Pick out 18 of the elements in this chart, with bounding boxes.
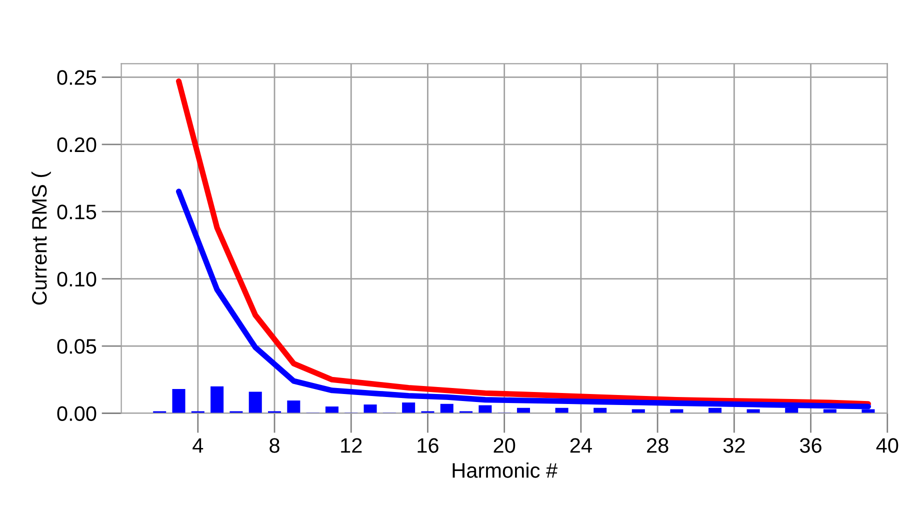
y-tick-label: 0.25 (57, 70, 96, 85)
y-tick-label: 0.05 (57, 339, 96, 354)
x-tick-label: 40 (876, 438, 898, 453)
y-tick-label: 0.00 (57, 406, 96, 422)
x-tick-label: 20 (494, 438, 516, 453)
y-axis-title: Current RMS ( (31, 171, 51, 305)
x-tick-label: 12 (341, 438, 362, 453)
x-tick-label: 4 (192, 438, 204, 453)
x-tick-label: 16 (418, 438, 438, 453)
x-axis-title: Harmonic # (452, 462, 558, 478)
x-tick-label: 32 (723, 438, 745, 453)
x-tick-label: 8 (270, 438, 280, 453)
y-tick-label: 0.20 (57, 137, 96, 152)
x-tick-label: 36 (800, 438, 822, 453)
x-tick-label: 24 (570, 438, 592, 453)
x-tick-label: 28 (647, 438, 668, 453)
y-tick-label: 0.10 (57, 272, 96, 287)
y-tick-label: 0.15 (57, 204, 96, 220)
